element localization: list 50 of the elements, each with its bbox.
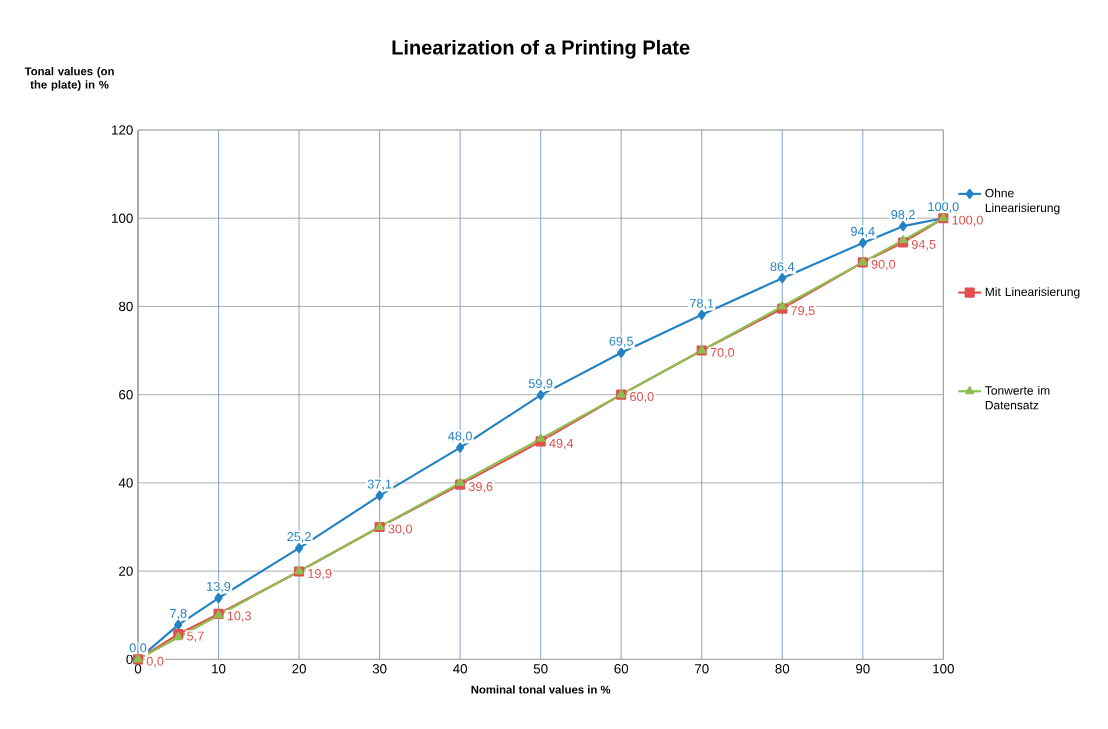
data-label: 78,1: [690, 298, 714, 310]
y-tick-label: 120: [112, 125, 133, 135]
x-tick-label: 10: [212, 663, 226, 674]
data-label: 86,4: [770, 261, 795, 273]
data-label: 10,3: [227, 611, 251, 622]
data-label: 7,8: [170, 608, 187, 620]
data-label: 100,0: [928, 202, 959, 213]
legend-label: Mit Linearisierung: [985, 287, 1080, 299]
data-label: 13,9: [207, 581, 231, 593]
data-label: 48,0: [448, 431, 472, 442]
data-label: 100,0: [952, 215, 983, 226]
x-tick-label: 60: [614, 663, 629, 674]
data-label: 25,2: [287, 531, 311, 543]
data-label: 30,0: [388, 524, 413, 535]
x-axis-title: Nominal tonal values in %: [471, 685, 611, 694]
data-label: 94,4: [851, 226, 875, 238]
legend-label: Ohne Linearisierung: [985, 188, 1060, 215]
data-label: 59,9: [528, 378, 553, 390]
data-label: 69,5: [609, 336, 634, 348]
chart-title: Linearization of a Printing Plate: [392, 39, 690, 59]
y-tick-label: 0: [126, 654, 133, 664]
data-label: 79,5: [791, 305, 815, 317]
data-label: 39,6: [468, 481, 493, 493]
data-label: 0,0: [146, 656, 164, 668]
x-tick-label: 50: [533, 663, 548, 674]
x-tick-label: 40: [453, 663, 468, 674]
data-label: 19,9: [308, 568, 332, 580]
y-tick-label: 60: [119, 389, 133, 400]
x-tick-label: 80: [775, 663, 790, 674]
y-tick-label: 40: [118, 478, 133, 488]
data-label: 60,0: [630, 391, 654, 403]
data-label: 49,4: [549, 438, 574, 450]
y-tick-label: 80: [119, 301, 133, 311]
x-tick-label: 70: [695, 663, 709, 674]
data-label: 70,0: [710, 347, 735, 359]
data-label: 94,5: [911, 239, 936, 251]
x-tick-label: 20: [292, 663, 306, 674]
y-tick-label: 100: [112, 213, 133, 223]
data-label: 5,7: [187, 631, 204, 642]
data-label: 98,2: [891, 209, 915, 221]
x-tick-label: 30: [372, 663, 387, 674]
data-label: 0,0: [129, 643, 147, 654]
legend-label: Tonwerte im Datensatz: [985, 385, 1050, 410]
x-tick-label: 100: [933, 663, 954, 674]
data-label: 37,1: [367, 479, 392, 490]
x-tick-label: 90: [856, 663, 870, 674]
y-axis-title: Tonal values (on the plate) in %: [24, 66, 114, 91]
y-tick-label: 20: [119, 566, 133, 576]
x-tick-label: 0: [134, 663, 142, 674]
data-label: 90,0: [871, 259, 896, 271]
